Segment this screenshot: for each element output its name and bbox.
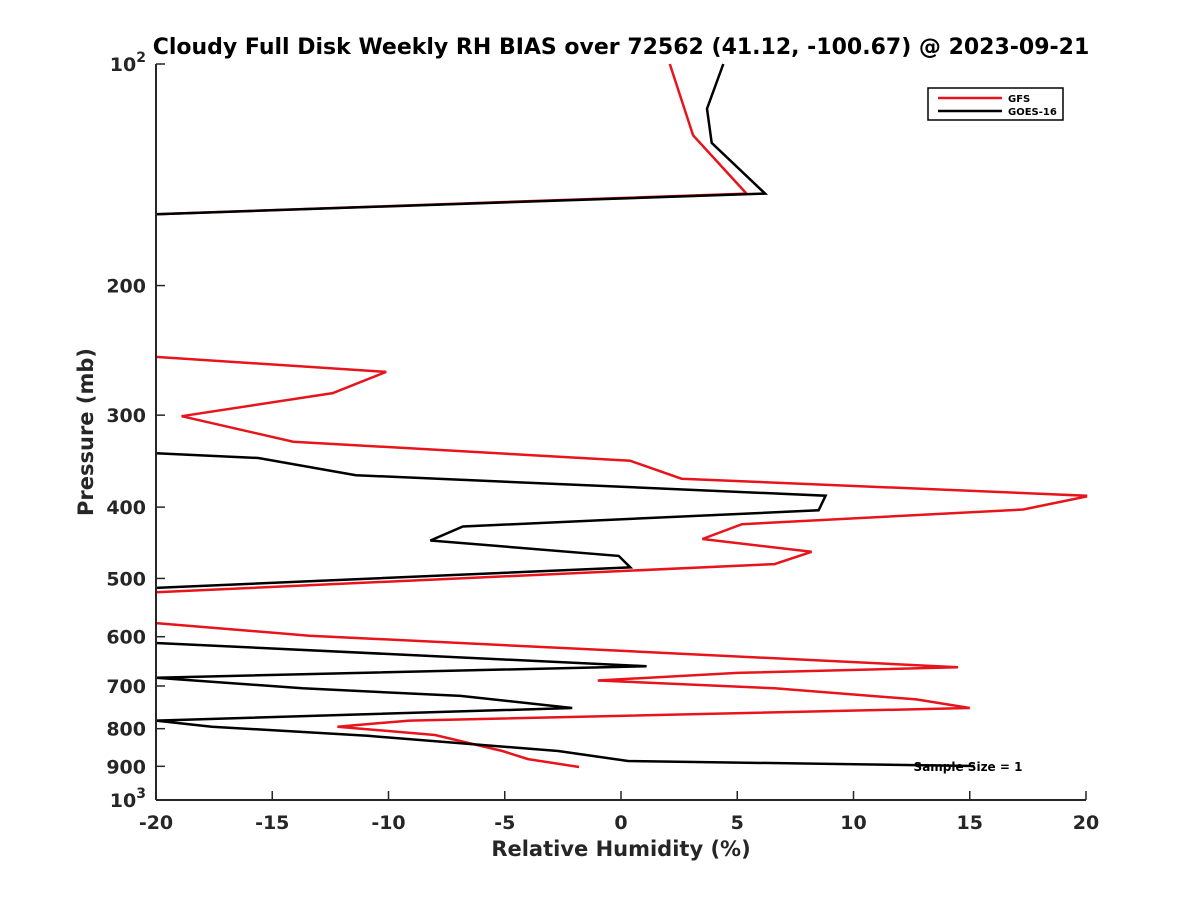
- y-tick-label: 800: [106, 719, 146, 741]
- sample-size-annotation: Sample Size = 1: [914, 760, 1023, 774]
- legend: GFS GOES-16: [927, 87, 1064, 121]
- x-tick-label: 0: [614, 812, 627, 834]
- x-axis-label: Relative Humidity (%): [491, 837, 750, 861]
- y-axis-label: Pressure (mb): [74, 348, 98, 516]
- x-tick-label: 20: [1073, 812, 1099, 834]
- x-ticks: -20 -15 -10 -5 0 5 10 15 20: [139, 791, 1099, 834]
- y-tick-label: 700: [106, 676, 146, 698]
- y-tick-label: 600: [106, 627, 146, 649]
- legend-label-gfs: GFS: [1008, 94, 1030, 105]
- y-tick-label: 400: [106, 497, 146, 519]
- x-tick-label: -15: [255, 812, 289, 834]
- series-line-goes16: [155, 452, 828, 590]
- x-tick-label: 15: [957, 812, 983, 834]
- x-tick-label: 5: [731, 812, 744, 834]
- legend-label-goes16: GOES-16: [1008, 107, 1057, 118]
- series-line-goes16: [155, 63, 769, 216]
- y-tick-label: 200: [106, 276, 146, 298]
- y-tick-label: 300: [106, 405, 146, 427]
- series-line-goes16: [155, 641, 975, 768]
- legend-box: [927, 87, 1064, 121]
- plot-area: -20 -15 -10 -5 0 5 10 15 20 102 200 300 400 500 600 70…: [106, 50, 1099, 834]
- y-tick-label: 500: [106, 568, 146, 590]
- x-tick-label: -20: [139, 812, 173, 834]
- y-tick-label: 900: [106, 756, 146, 778]
- chart-title: Cloudy Full Disk Weekly RH BIAS over 725…: [153, 35, 1090, 60]
- x-tick-label: -5: [494, 812, 515, 834]
- y-ticks: 102 200 300 400 500 600 700 800 900 103: [106, 50, 165, 812]
- series-line-gfs: [155, 63, 750, 216]
- x-tick-label: -10: [371, 812, 405, 834]
- series-line-gfs: [155, 355, 1088, 594]
- x-tick-label: 10: [840, 812, 866, 834]
- y-tick-label: 102: [110, 50, 146, 76]
- series-line-gfs: [155, 621, 970, 769]
- y-tick-label: 103: [110, 786, 146, 812]
- series-layer: [155, 63, 1088, 769]
